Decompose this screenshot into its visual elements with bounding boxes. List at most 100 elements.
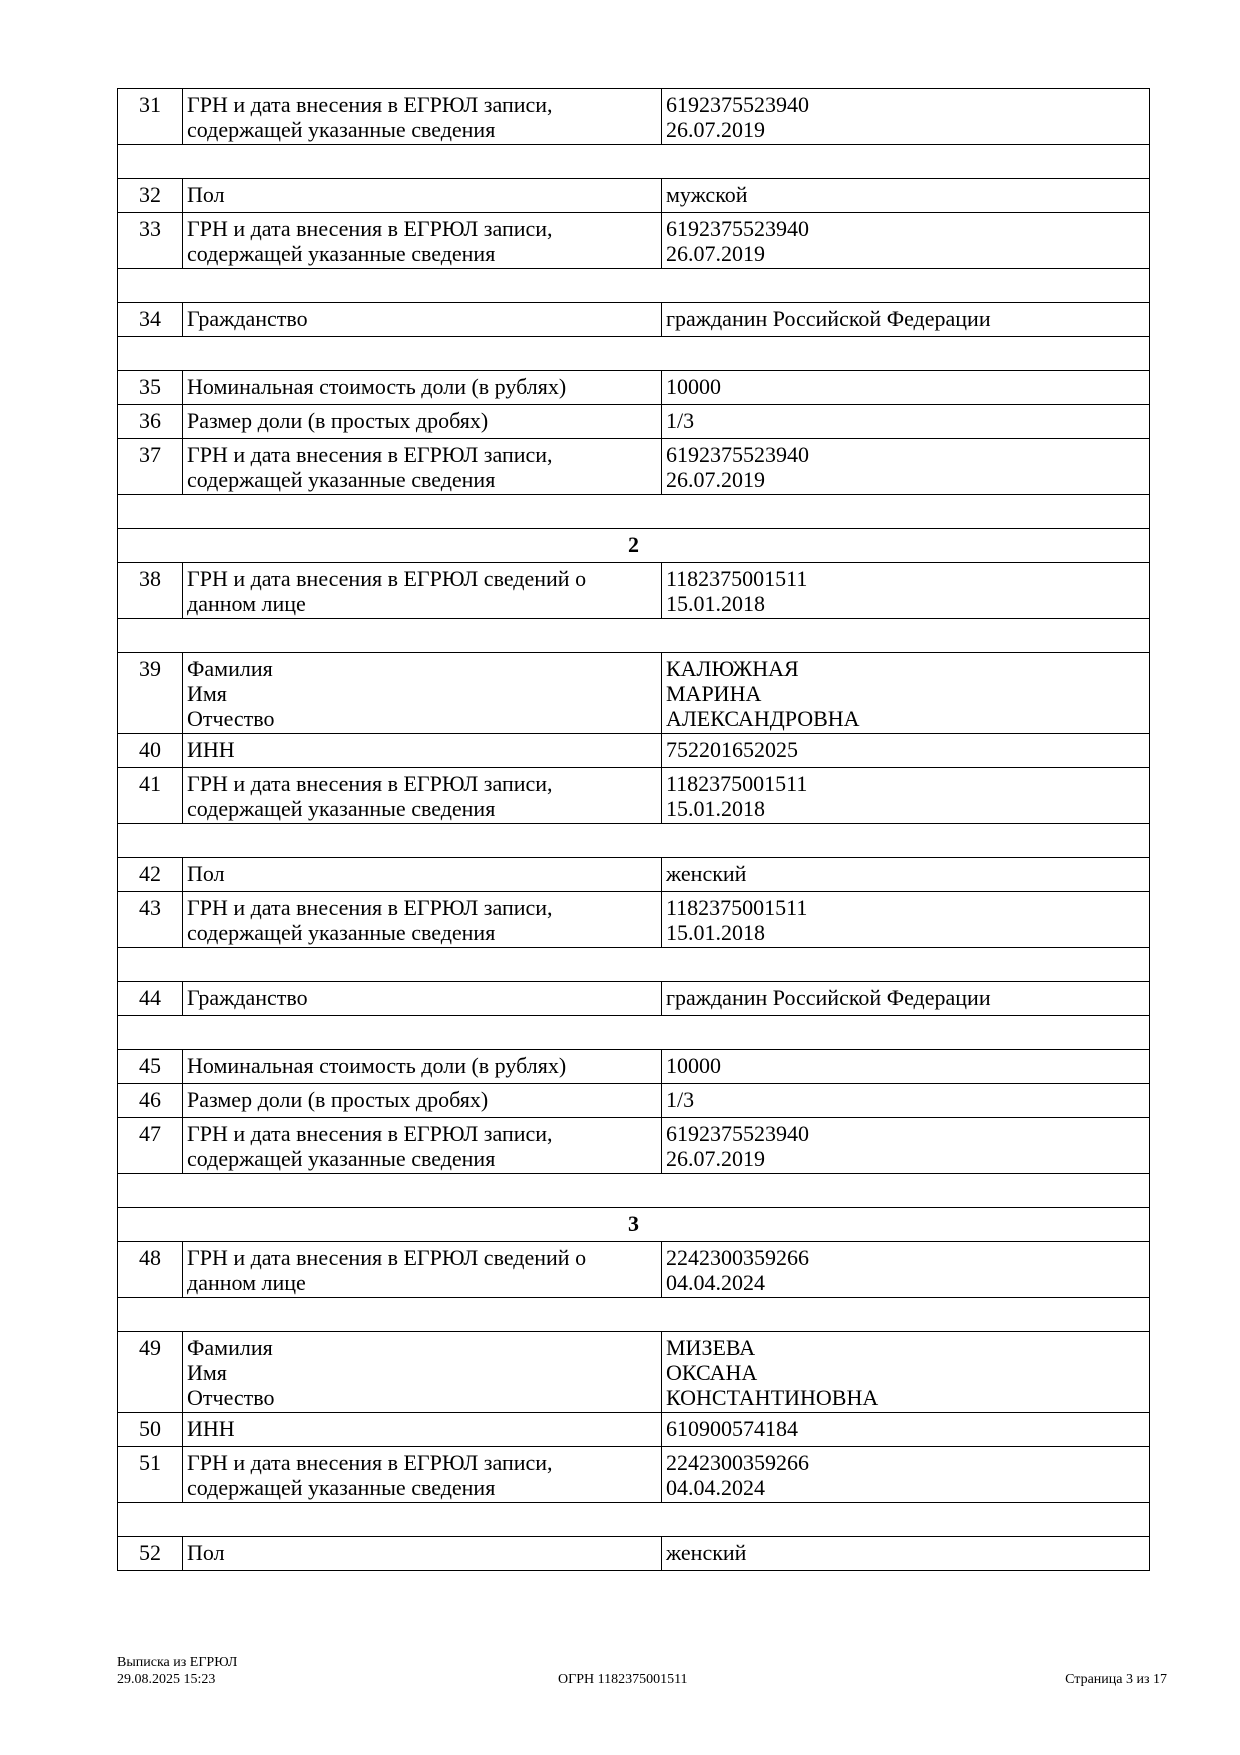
empty-cell [117,336,1150,371]
field-value: 610900574184 [661,1412,1150,1447]
field-label-line: Пол [187,1540,225,1565]
field-label-line: Номинальная стоимость доли (в рублях) [187,1053,567,1078]
field-label-line: ГРН и дата внесения в ЕГРЮЛ записи, [187,895,553,920]
field-value-line: АЛЕКСАНДРОВНА [666,706,860,731]
row-number: 42 [117,857,183,892]
field-value: 10000 [661,370,1150,405]
field-value-line: 6192375523940 [666,1121,809,1146]
field-label-line: Размер доли (в простых дробях) [187,1087,489,1112]
empty-row [117,618,1150,653]
field-label: Размер доли (в простых дробях) [182,1083,662,1118]
field-label: ГРН и дата внесения в ЕГРЮЛ записи, содер… [182,1117,662,1174]
row-number: 38 [117,562,183,619]
field-value: 1182375001511 15.01.2018 [661,767,1150,824]
field-label: ГРН и дата внесения в ЕГРЮЛ записи, содер… [182,438,662,495]
field-value-line: женский [666,861,747,886]
field-value-line: 752201652025 [666,737,798,762]
field-value-line: 610900574184 [666,1416,798,1441]
row-number: 45 [117,1049,183,1084]
row-number: 43 [117,891,183,948]
empty-cell [117,618,1150,653]
table-row: 42 Пол женский [117,857,1150,892]
field-label-line: Гражданство [187,985,308,1010]
field-label-line: ГРН и дата внесения в ЕГРЮЛ записи, [187,771,553,796]
field-value-line: 26.07.2019 [666,117,765,142]
field-label: Пол [182,857,662,892]
field-value-line: 6192375523940 [666,92,809,117]
empty-row [117,336,1150,371]
field-value-line: ОКСАНА [666,1360,758,1385]
field-label-line: содержащей указанные сведения [187,241,496,266]
field-label-line: Фамилия [187,656,273,681]
field-label: Номинальная стоимость доли (в рублях) [182,370,662,405]
section-header-row: 2 [117,528,1150,563]
empty-cell [117,947,1150,982]
field-label-line: содержащей указанные сведения [187,796,496,821]
field-value-line: 1182375001511 [666,566,808,591]
field-value-line: МИЗЕВА [666,1335,756,1360]
section-number: 3 [117,1207,1150,1242]
empty-cell [117,1015,1150,1050]
table-row: 31 ГРН и дата внесения в ЕГРЮЛ записи, сод… [117,88,1150,145]
field-label-line: Фамилия [187,1335,273,1360]
field-label-line: Имя [187,1360,227,1385]
footer-datetime: 29.08.2025 15:23 [117,1672,216,1687]
footer-page-number: Страница 3 из 17 [1065,1672,1167,1687]
field-label-line: Номинальная стоимость доли (в рублях) [187,374,567,399]
empty-row [117,1297,1150,1332]
empty-row [117,144,1150,179]
empty-row [117,947,1150,982]
field-value-line: КОНСТАНТИНОВНА [666,1385,879,1410]
field-label: ГРН и дата внесения в ЕГРЮЛ записи, содер… [182,767,662,824]
field-value-line: женский [666,1540,747,1565]
field-label-line: ГРН и дата внесения в ЕГРЮЛ записи, [187,1450,553,1475]
table-row: 32 Пол мужской [117,178,1150,213]
row-number: 31 [117,88,183,145]
empty-cell [117,823,1150,858]
field-value-line: 26.07.2019 [666,241,765,266]
empty-cell [117,1297,1150,1332]
section-header-row: 3 [117,1207,1150,1242]
field-value-line: 10000 [666,374,721,399]
field-label: ИНН [182,1412,662,1447]
field-label: ГРН и дата внесения в ЕГРЮЛ записи, содер… [182,1446,662,1503]
field-value-line: 15.01.2018 [666,920,765,945]
table-row: 38 ГРН и дата внесения в ЕГРЮЛ сведений о… [117,562,1150,619]
row-number: 40 [117,733,183,768]
field-value: 2242300359266 04.04.2024 [661,1446,1150,1503]
table-row: 39 Фамилия Имя Отчество КАЛЮЖНАЯ МАРИНА АЛЕКСА… [117,652,1150,734]
row-number: 52 [117,1536,183,1571]
field-value-line: 2242300359266 [666,1450,809,1475]
field-value: МИЗЕВА ОКСАНА КОНСТАНТИНОВНА [661,1331,1150,1413]
row-number: 50 [117,1412,183,1447]
row-number: 47 [117,1117,183,1174]
footer-ogrn: ОГРН 1182375001511 [558,1672,688,1687]
field-label: ГРН и дата внесения в ЕГРЮЛ сведений о да… [182,1241,662,1298]
field-value-line: МАРИНА [666,681,762,706]
field-value: 6192375523940 26.07.2019 [661,438,1150,495]
field-value-line: 6192375523940 [666,442,809,467]
field-label-line: Отчество [187,1385,275,1410]
table-row: 49 Фамилия Имя Отчество МИЗЕВА ОКСАНА КОНСТАНТ… [117,1331,1150,1413]
row-number: 46 [117,1083,183,1118]
row-number: 51 [117,1446,183,1503]
field-value: 1182375001511 15.01.2018 [661,891,1150,948]
table-row: 37 ГРН и дата внесения в ЕГРЮЛ записи, сод… [117,438,1150,495]
field-value-line: 10000 [666,1053,721,1078]
empty-row [117,1015,1150,1050]
field-label-line: ИНН [187,737,235,762]
field-label: Гражданство [182,981,662,1016]
field-label-line: ГРН и дата внесения в ЕГРЮЛ записи, [187,92,553,117]
field-label-line: Пол [187,182,225,207]
field-value-line: 1182375001511 [666,771,808,796]
row-number: 34 [117,302,183,337]
field-value-line: 15.01.2018 [666,591,765,616]
field-label: Пол [182,1536,662,1571]
field-value-line: 6192375523940 [666,216,809,241]
field-value-line: 15.01.2018 [666,796,765,821]
field-value-line: гражданин Российской Федерации [666,306,991,331]
footer-left: Выписка из ЕГРЮЛ 29.08.2025 15:23 [117,1654,237,1688]
empty-cell [117,268,1150,303]
field-label: ГРН и дата внесения в ЕГРЮЛ записи, содер… [182,88,662,145]
field-value: 6192375523940 26.07.2019 [661,1117,1150,1174]
